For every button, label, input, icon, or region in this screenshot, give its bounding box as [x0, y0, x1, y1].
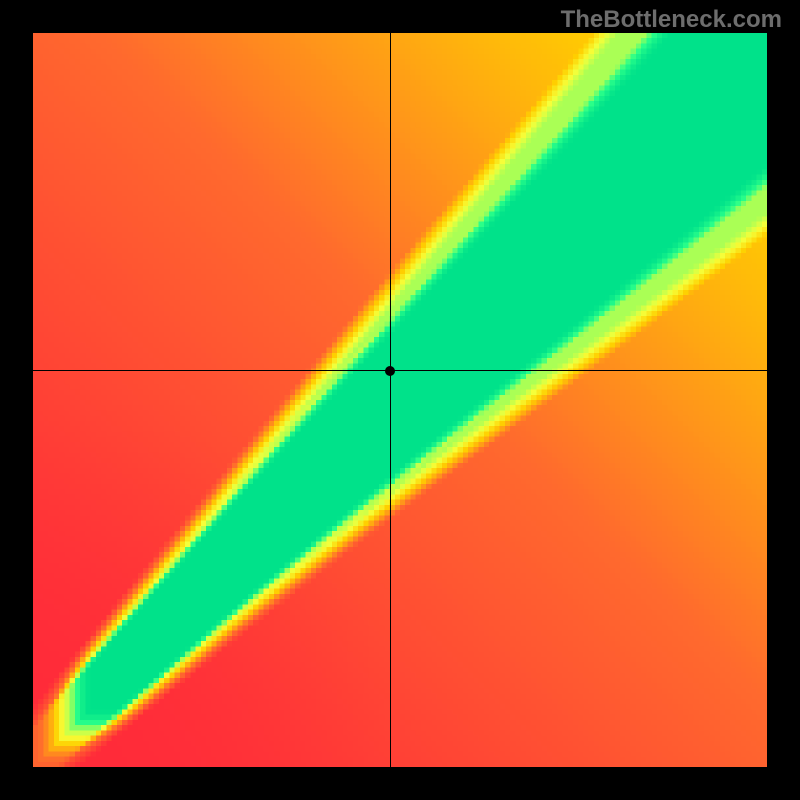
bottleneck-heatmap [33, 33, 767, 767]
watermark-text: TheBottleneck.com [561, 6, 782, 34]
figure-root: TheBottleneck.com [0, 0, 800, 800]
